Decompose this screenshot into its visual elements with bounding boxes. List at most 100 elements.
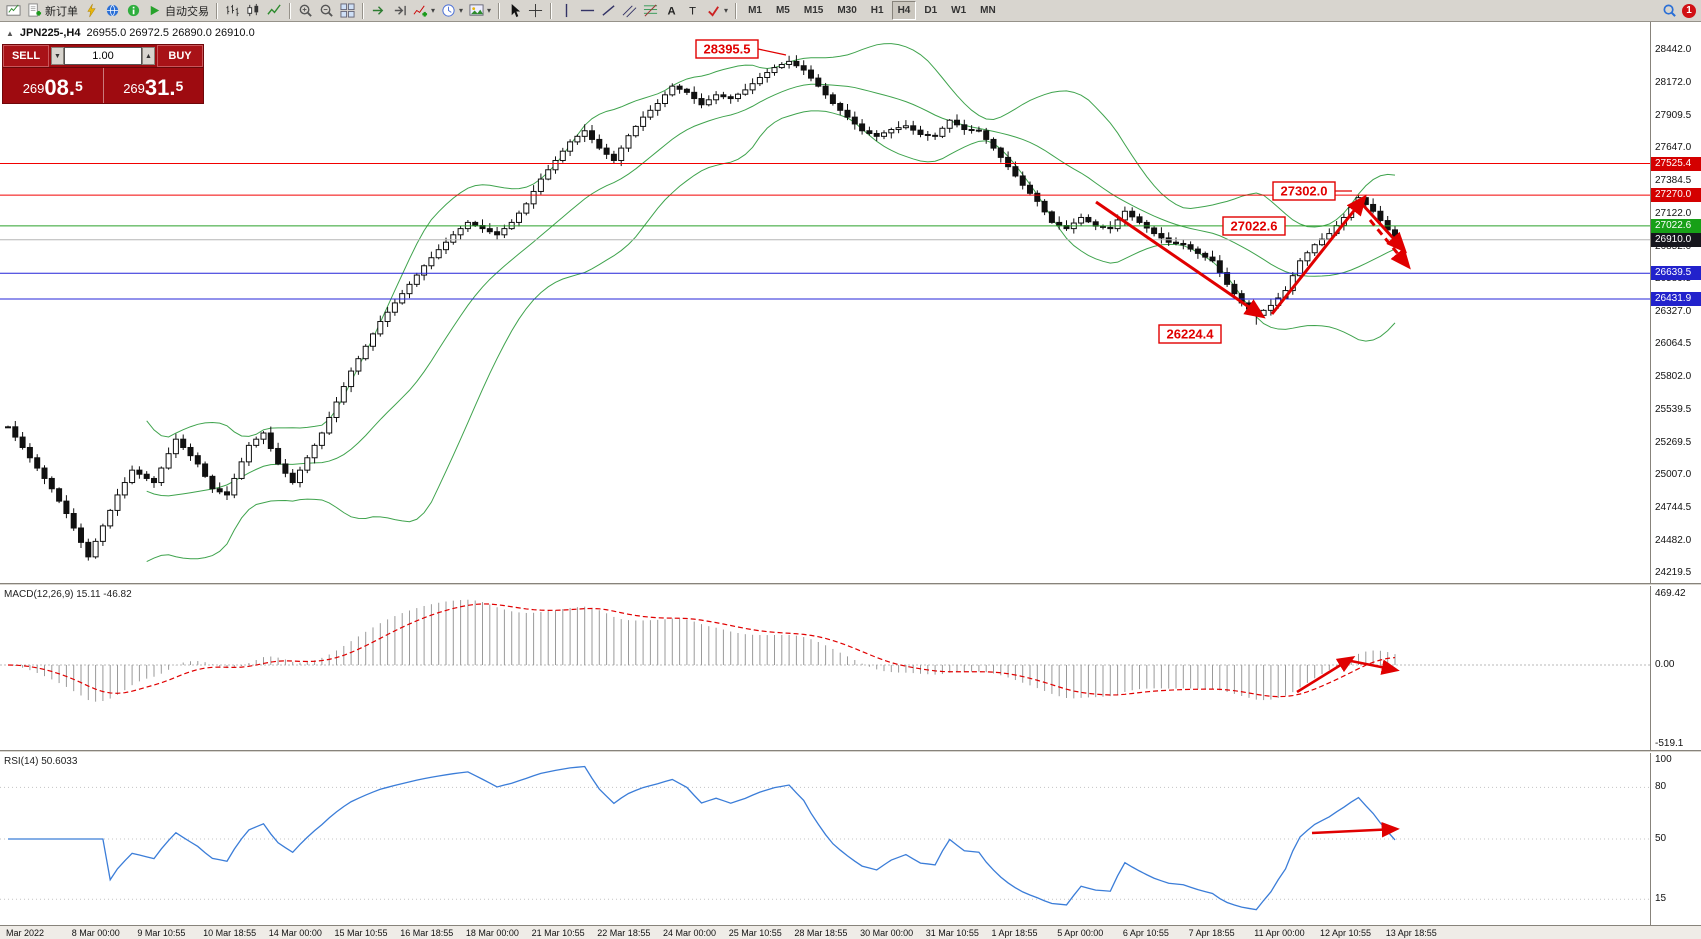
price-line-label: 26639.5 xyxy=(1651,266,1701,281)
notification-badge[interactable]: 1 xyxy=(1682,3,1696,18)
timeframe-mn[interactable]: MN xyxy=(980,5,996,16)
price-tick: 24744.5 xyxy=(1655,501,1692,513)
timeframe-m1[interactable]: M1 xyxy=(748,5,762,16)
price-annotation[interactable]: 27022.6 xyxy=(1222,216,1286,236)
autoscroll-button[interactable] xyxy=(368,1,389,21)
buy-price[interactable]: 269 31. 5 xyxy=(123,75,184,100)
svg-text:A: A xyxy=(667,5,675,17)
hline-icon xyxy=(580,3,595,18)
rsi-arrows[interactable] xyxy=(1311,821,1400,838)
time-label: 22 Mar 18:55 xyxy=(597,928,651,938)
price-tick: 26064.5 xyxy=(1655,338,1692,350)
zoom-out-button[interactable] xyxy=(316,1,337,21)
autotrade-button[interactable]: 自动交易 xyxy=(144,1,212,21)
price-line-label: 27270.0 xyxy=(1651,188,1701,203)
symbol-ohlc: 26955.0 26972.5 26890.0 26910.0 xyxy=(86,27,255,39)
volume-input[interactable] xyxy=(64,47,142,65)
arrows-button[interactable]: ▾ xyxy=(703,1,731,21)
toolbar-separator xyxy=(498,2,501,19)
rsi-label: RSI(14) 50.6033 xyxy=(4,756,78,767)
price-tick: 24219.5 xyxy=(1655,567,1692,579)
cursor-button[interactable] xyxy=(504,1,525,21)
price-annotation[interactable]: 28395.5 xyxy=(695,39,787,59)
tile-windows-button[interactable] xyxy=(337,1,358,21)
symbol-header: ▲ JPN225-,H4 26955.0 26972.5 26890.0 269… xyxy=(6,27,255,39)
macd-chart[interactable] xyxy=(0,586,1650,750)
time-axis[interactable]: Mar 2022 8 Mar 00:00 9 Mar 10:55 10 Mar 18:… xyxy=(0,925,1701,939)
zoom-in-icon xyxy=(298,3,313,18)
templates-button[interactable]: ▾ xyxy=(466,1,494,21)
panel-splitter[interactable] xyxy=(0,583,1701,586)
text-button[interactable]: A xyxy=(661,1,682,21)
toolbar-separator xyxy=(735,2,738,19)
price-line-label: 26431.9 xyxy=(1651,291,1701,306)
timeframe-d1[interactable]: D1 xyxy=(924,5,938,16)
line-chart-button[interactable] xyxy=(264,1,285,21)
trend-arrows[interactable] xyxy=(1095,194,1411,319)
metaeditor-button[interactable] xyxy=(81,1,102,21)
timeframe-w1[interactable]: W1 xyxy=(951,5,967,16)
channel-icon xyxy=(622,3,637,18)
horizontal-line-button[interactable] xyxy=(577,1,598,21)
panel-splitter[interactable] xyxy=(0,750,1701,753)
buy-button[interactable]: BUY xyxy=(157,45,203,67)
new-chart-button[interactable] xyxy=(3,1,24,21)
indicators-icon xyxy=(413,3,428,18)
time-label: Mar 2022 xyxy=(6,928,45,938)
rsi-tick: 80 xyxy=(1655,781,1667,793)
cursor-icon xyxy=(507,3,522,18)
volume-up-button[interactable]: ▲ xyxy=(142,47,155,65)
volume-down-button[interactable]: ▼ xyxy=(51,47,64,65)
text-label-button[interactable]: T xyxy=(682,1,703,21)
timeframe-h1[interactable]: H1 xyxy=(870,5,884,16)
crosshair-icon xyxy=(528,3,543,18)
candlestick-chart-button[interactable] xyxy=(243,1,264,21)
periods-icon xyxy=(441,3,456,18)
indicators-button[interactable]: ▾ xyxy=(410,1,438,21)
bar-chart-button[interactable] xyxy=(222,1,243,21)
price-annotation[interactable]: 26224.4 xyxy=(1158,324,1222,344)
macd-arrows[interactable] xyxy=(1296,655,1400,694)
arrows-icon xyxy=(706,3,721,18)
chart-shift-button[interactable] xyxy=(389,1,410,21)
market-icon xyxy=(105,3,120,18)
market-button[interactable] xyxy=(102,1,123,21)
time-label: 11 Apr 00:00 xyxy=(1254,928,1305,938)
time-label: 9 Mar 10:55 xyxy=(137,928,186,938)
horizontal-lines[interactable] xyxy=(0,163,1650,300)
sell-button[interactable]: SELL xyxy=(3,45,49,67)
timeframe-m15[interactable]: M15 xyxy=(803,5,824,16)
symbol-name: JPN225-,H4 xyxy=(19,27,81,39)
new-order-button[interactable]: 新订单 xyxy=(24,1,81,21)
crosshair-button[interactable] xyxy=(525,1,546,21)
time-label: 30 Mar 00:00 xyxy=(860,928,914,938)
new-chart-icon xyxy=(6,3,21,18)
timeframe-m5[interactable]: M5 xyxy=(775,5,790,16)
price-axis[interactable]: 28442.0 28172.0 27909.5 27647.0 27384.5 27122… xyxy=(1650,22,1701,925)
channel-button[interactable] xyxy=(619,1,640,21)
search-icon[interactable] xyxy=(1662,3,1677,18)
one-click-toggle-icon[interactable]: ▲ xyxy=(6,28,14,38)
trendline-button[interactable] xyxy=(598,1,619,21)
fibonacci-button[interactable] xyxy=(640,1,661,21)
main-chart[interactable]: 28395.5 27302.0 27022.6 26224.4 xyxy=(0,22,1650,583)
periods-button[interactable]: ▾ xyxy=(438,1,466,21)
vertical-line-button[interactable] xyxy=(556,1,577,21)
rsi-chart[interactable] xyxy=(0,753,1650,925)
trendline-icon xyxy=(601,3,616,18)
zoom-in-button[interactable] xyxy=(295,1,316,21)
timeframe-m30[interactable]: M30 xyxy=(837,5,857,16)
signals-button[interactable] xyxy=(123,1,144,21)
timeframe-h4[interactable]: H4 xyxy=(891,1,917,20)
time-label: 25 Mar 10:55 xyxy=(728,928,782,938)
time-label: 10 Mar 18:55 xyxy=(203,928,257,938)
line-icon xyxy=(267,3,282,18)
sell-price[interactable]: 269 08. 5 xyxy=(3,68,104,103)
fibo-icon xyxy=(643,3,658,18)
price-annotation[interactable]: 27302.0 xyxy=(1272,181,1352,201)
macd-tick: 469.42 xyxy=(1655,587,1686,599)
price-line-label: 27525.4 xyxy=(1651,156,1701,171)
macd-signal-line xyxy=(7,603,1396,698)
